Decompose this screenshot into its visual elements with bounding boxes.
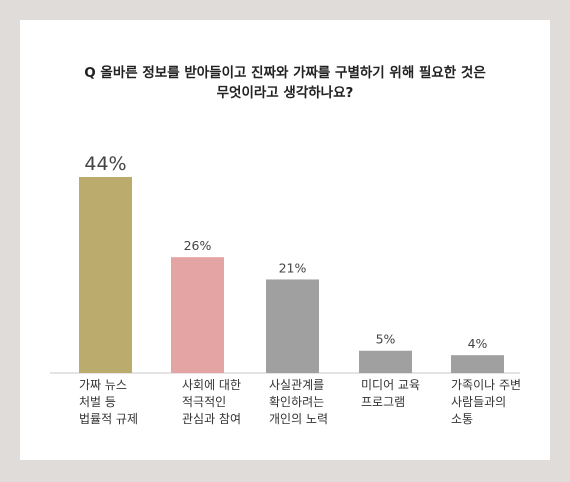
category-label-2: 사회에 대한 적극적인 관심과 참여 <box>182 378 241 426</box>
category-label-3: 사실관계를 확인하려는 개인의 노력 <box>269 378 328 426</box>
bar-4 <box>359 350 412 373</box>
value-label-5: 4% <box>468 336 488 351</box>
question-line-2: 무엇이라고 생각하나요? <box>216 85 354 101</box>
value-label-1: 44% <box>84 153 126 175</box>
value-label-2: 26% <box>184 238 212 253</box>
survey-card: Q 올바른 정보를 받아들이고 진짜와 가짜를 구별하기 위해 필요한 것은 무… <box>20 20 550 460</box>
question-title: Q 올바른 정보를 받아들이고 진짜와 가짜를 구별하기 위해 필요한 것은 무… <box>20 63 550 103</box>
value-label-4: 5% <box>376 332 396 347</box>
bar-3 <box>266 279 319 373</box>
bar-5 <box>451 355 504 373</box>
question-line-1: Q 올바른 정보를 받아들이고 진짜와 가짜를 구별하기 위해 필요한 것은 <box>84 65 486 81</box>
bar-1 <box>79 177 132 373</box>
category-label-5: 가족이나 주변 사람들과의 소통 <box>451 378 521 426</box>
category-label-1: 가짜 뉴스 처벌 등 법률적 규제 <box>79 378 138 426</box>
category-label-4: 미디어 교육 프로그램 <box>361 378 420 409</box>
bar-chart: 44% 가짜 뉴스 처벌 등 법률적 규제 26% 사회에 대한 적극적인 관심과 참여 21%… <box>50 153 521 426</box>
bar-2 <box>171 257 224 373</box>
value-label-3: 21% <box>279 260 307 275</box>
